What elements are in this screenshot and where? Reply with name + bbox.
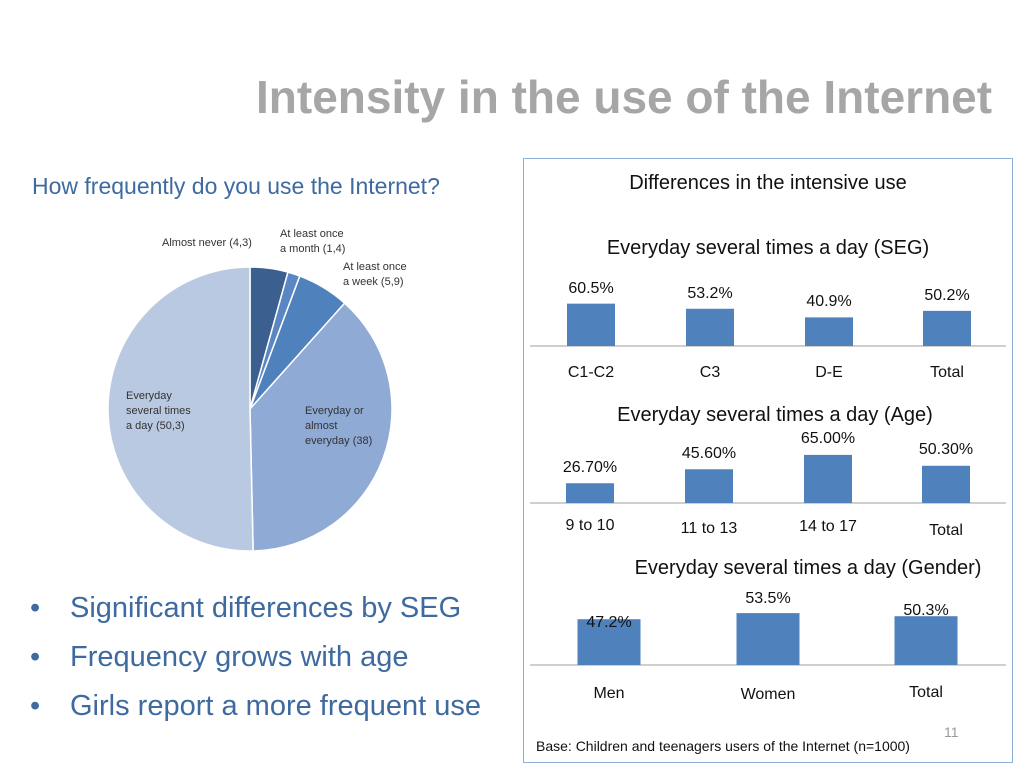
pie-slice-label: Everyday or almost everyday (38) — [305, 405, 373, 447]
pie-slice-label: At least once a week (5,9) — [343, 261, 407, 288]
bar-chart-group: Everyday several times a day (Age) 26.70%… — [530, 404, 1006, 539]
bar-value-label: 45.60% — [682, 445, 736, 462]
bar-category-label: 9 to 10 — [566, 517, 615, 534]
bar — [804, 454, 852, 503]
panel-title: Differences in the intensive use — [629, 172, 907, 194]
bar-value-label: 26.70% — [563, 459, 617, 476]
bar-value-label: 60.5% — [568, 280, 613, 297]
bar-category-label: Total — [929, 522, 963, 539]
base-note: Base: Children and teenagers users of th… — [536, 738, 910, 754]
bullet-list: Significant differences by SEG Frequency… — [30, 588, 500, 735]
bar-value-label: 53.2% — [687, 285, 732, 302]
bar-chart-group: Everyday several times a day (Gender) 47.… — [530, 557, 1006, 703]
bar — [567, 303, 615, 346]
pie-slice-label: Everyday several times a day (50,3) — [126, 390, 191, 432]
bar-value-label: 47.2% — [586, 614, 631, 631]
bar-category-label: C1-C2 — [568, 364, 614, 381]
pie-slice — [107, 266, 254, 552]
differences-panel — [523, 158, 1013, 763]
pie-slice-label: At least once a month (1,4) — [280, 228, 346, 255]
bar-category-label: 14 to 17 — [799, 518, 857, 535]
bar-category-label: Women — [741, 686, 796, 703]
bar-value-label: 50.30% — [919, 441, 973, 458]
bar-category-label: C3 — [700, 364, 721, 381]
bar-chart-title: Everyday several times a day (SEG) — [607, 237, 929, 259]
bar-category-label: 11 to 13 — [681, 520, 738, 537]
bar-category-label: Total — [909, 684, 943, 701]
bar-chart-title: Everyday several times a day (Age) — [617, 404, 933, 426]
pie-slice — [249, 302, 393, 552]
bar — [685, 469, 733, 503]
pie-slice-label: Almost never (4,3) — [162, 237, 252, 249]
bullet-item: Frequency grows with age — [30, 637, 500, 678]
bar-chart-group: Everyday several times a day (SEG) 60.5% C… — [530, 237, 1006, 381]
bar-value-label: 65.00% — [801, 430, 855, 447]
bar — [686, 308, 734, 346]
bar — [805, 317, 853, 346]
bar-category-label: D-E — [815, 364, 843, 381]
bullet-item: Girls report a more frequent use — [30, 686, 500, 727]
bar-value-label: 50.3% — [903, 602, 948, 619]
bar-value-label: 50.2% — [924, 287, 969, 304]
pie-question: How frequently do you use the Internet? — [32, 173, 440, 199]
bar — [566, 483, 614, 503]
bullet-item: Significant differences by SEG — [30, 588, 500, 629]
page-number: 11 — [944, 724, 959, 740]
bar-category-label: Total — [930, 364, 964, 381]
bar-value-label: 40.9% — [806, 293, 851, 310]
bar — [894, 616, 958, 665]
bar — [923, 310, 971, 346]
slide-title: Intensity in the use of the Internet — [256, 71, 993, 123]
bar-chart-title: Everyday several times a day (Gender) — [635, 557, 982, 579]
bar — [922, 465, 970, 503]
bar — [577, 619, 641, 665]
bar — [736, 613, 800, 665]
bar-category-label: Men — [593, 685, 624, 702]
pie-chart — [107, 266, 393, 552]
bar-value-label: 53.5% — [745, 590, 790, 607]
